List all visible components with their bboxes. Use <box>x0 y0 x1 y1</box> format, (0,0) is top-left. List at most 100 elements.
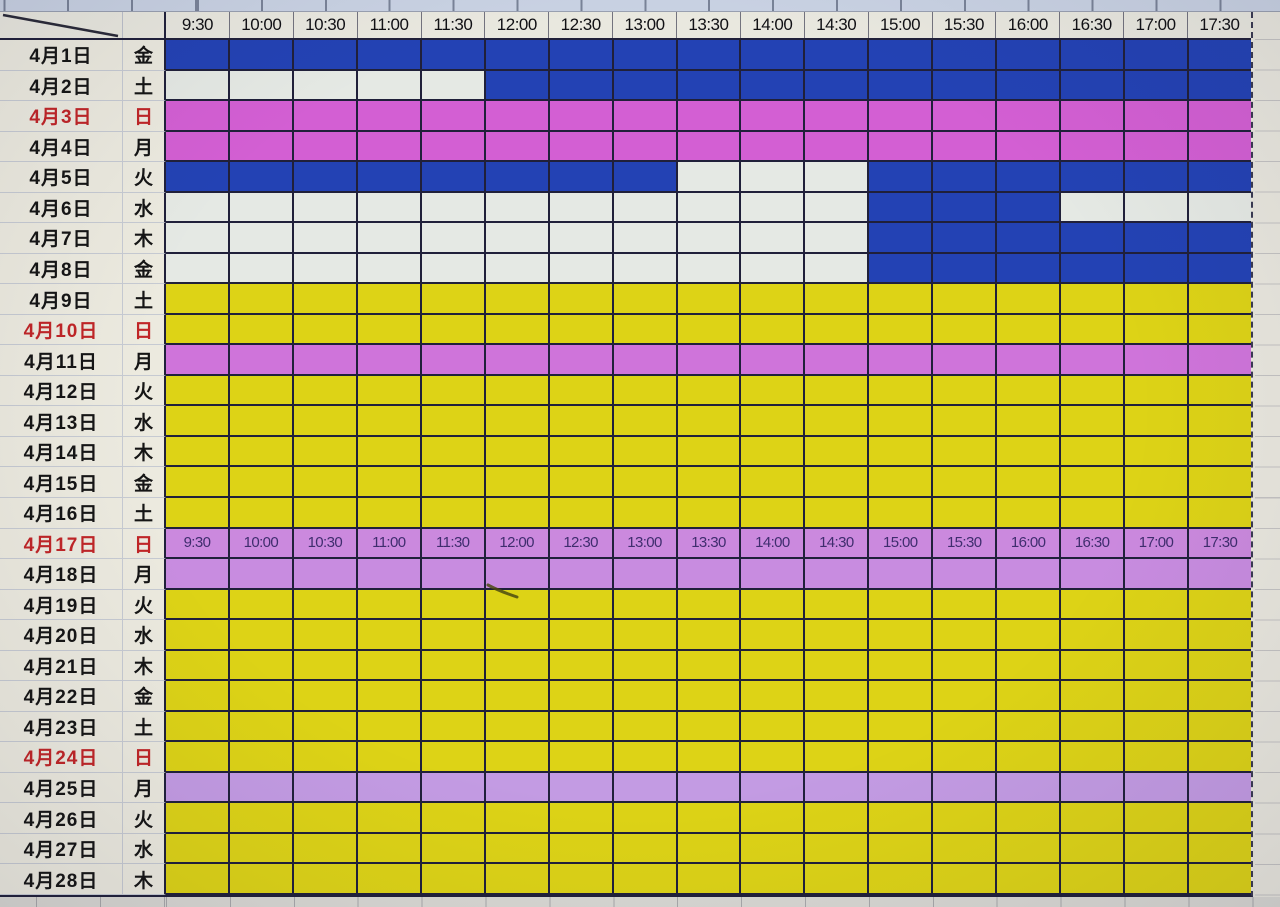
schedule-cell[interactable] <box>997 650 1062 682</box>
schedule-cell[interactable] <box>1125 70 1189 102</box>
schedule-cell[interactable] <box>869 803 934 834</box>
date-cell[interactable]: 4月22日 <box>0 681 123 712</box>
schedule-cell[interactable]: 12:00 <box>485 528 550 560</box>
schedule-cell[interactable] <box>229 772 294 804</box>
schedule-cell[interactable] <box>741 742 806 773</box>
schedule-cell[interactable] <box>1061 559 1126 590</box>
schedule-cell[interactable] <box>805 70 870 102</box>
schedule-cell[interactable] <box>869 253 934 285</box>
corner-weekday-cell[interactable] <box>123 12 166 38</box>
date-cell[interactable]: 4月26日 <box>0 803 123 834</box>
schedule-cell[interactable] <box>485 833 550 865</box>
weekday-cell[interactable]: 月 <box>123 772 166 804</box>
schedule-cell[interactable] <box>677 497 742 529</box>
schedule-cell[interactable] <box>229 589 294 621</box>
schedule-cell[interactable] <box>293 162 358 193</box>
schedule-cell[interactable] <box>933 375 998 407</box>
schedule-cell[interactable] <box>613 559 678 590</box>
schedule-cell[interactable] <box>613 375 678 407</box>
schedule-cell[interactable]: 11:00 <box>357 528 422 560</box>
schedule-cell[interactable] <box>357 253 422 285</box>
schedule-cell[interactable] <box>677 406 742 437</box>
schedule-cell[interactable] <box>613 192 678 224</box>
schedule-cell[interactable] <box>485 131 550 163</box>
schedule-cell[interactable] <box>485 559 550 590</box>
schedule-cell[interactable] <box>421 833 486 865</box>
schedule-cell[interactable] <box>421 101 486 132</box>
date-cell[interactable]: 4月5日 <box>0 162 123 193</box>
schedule-cell[interactable] <box>485 589 550 621</box>
weekday-cell[interactable]: 月 <box>123 559 166 590</box>
date-cell[interactable]: 4月8日 <box>0 253 123 285</box>
schedule-cell[interactable] <box>741 497 806 529</box>
schedule-cell[interactable] <box>1125 131 1189 163</box>
schedule-cell[interactable] <box>1061 131 1126 163</box>
schedule-cell[interactable] <box>1125 284 1189 315</box>
schedule-cell[interactable] <box>933 284 998 315</box>
schedule-cell[interactable] <box>869 681 934 712</box>
schedule-cell[interactable] <box>357 223 422 254</box>
schedule-cell[interactable] <box>166 864 230 895</box>
schedule-cell[interactable] <box>357 742 422 773</box>
schedule-cell[interactable] <box>805 192 870 224</box>
schedule-cell[interactable] <box>549 436 614 468</box>
schedule-cell[interactable] <box>869 101 934 132</box>
schedule-cell[interactable] <box>166 131 230 163</box>
schedule-cell[interactable] <box>229 436 294 468</box>
schedule-cell[interactable] <box>421 497 486 529</box>
schedule-cell[interactable] <box>1061 742 1126 773</box>
schedule-cell[interactable] <box>421 559 486 590</box>
schedule-cell[interactable] <box>229 833 294 865</box>
schedule-cell[interactable] <box>1189 803 1251 834</box>
schedule-cell[interactable] <box>166 406 230 437</box>
schedule-cell[interactable] <box>933 406 998 437</box>
schedule-cell[interactable] <box>357 40 422 71</box>
schedule-cell[interactable] <box>1061 101 1126 132</box>
schedule-cell[interactable] <box>1189 284 1251 315</box>
schedule-cell[interactable] <box>1061 375 1126 407</box>
schedule-cell[interactable] <box>1189 650 1251 682</box>
time-header-cell[interactable]: 14:00 <box>741 12 805 38</box>
schedule-cell[interactable] <box>1189 772 1251 804</box>
schedule-cell[interactable] <box>741 620 806 651</box>
schedule-cell[interactable] <box>357 314 422 346</box>
schedule-cell[interactable] <box>1189 711 1251 743</box>
schedule-cell[interactable] <box>741 650 806 682</box>
schedule-cell[interactable] <box>485 162 550 193</box>
schedule-cell[interactable] <box>293 864 358 895</box>
schedule-cell[interactable] <box>1189 864 1251 895</box>
schedule-cell[interactable] <box>166 559 230 590</box>
schedule-cell[interactable] <box>997 681 1062 712</box>
schedule-cell[interactable] <box>741 101 806 132</box>
date-cell[interactable]: 4月2日 <box>0 70 123 102</box>
date-cell[interactable]: 4月13日 <box>0 406 123 437</box>
schedule-cell[interactable] <box>869 345 934 376</box>
schedule-cell[interactable] <box>166 345 230 376</box>
schedule-cell[interactable] <box>869 497 934 529</box>
schedule-cell[interactable] <box>357 620 422 651</box>
weekday-cell[interactable]: 木 <box>123 436 166 468</box>
schedule-cell[interactable] <box>997 162 1062 193</box>
schedule-cell[interactable] <box>485 40 550 71</box>
schedule-cell[interactable] <box>677 436 742 468</box>
date-cell[interactable]: 4月15日 <box>0 467 123 498</box>
schedule-cell[interactable] <box>613 589 678 621</box>
schedule-cell[interactable] <box>1125 620 1189 651</box>
schedule-cell[interactable] <box>293 131 358 163</box>
schedule-cell[interactable] <box>805 620 870 651</box>
schedule-cell[interactable] <box>677 131 742 163</box>
schedule-cell[interactable] <box>485 772 550 804</box>
schedule-cell[interactable] <box>741 40 806 71</box>
date-cell[interactable]: 4月12日 <box>0 375 123 407</box>
schedule-cell[interactable] <box>485 406 550 437</box>
schedule-cell[interactable] <box>741 284 806 315</box>
date-cell[interactable]: 4月6日 <box>0 192 123 224</box>
weekday-cell[interactable]: 火 <box>123 162 166 193</box>
schedule-cell[interactable] <box>997 559 1062 590</box>
schedule-cell[interactable] <box>677 803 742 834</box>
schedule-cell[interactable] <box>166 284 230 315</box>
schedule-cell[interactable] <box>741 436 806 468</box>
weekday-cell[interactable]: 土 <box>123 70 166 102</box>
schedule-cell[interactable] <box>677 711 742 743</box>
schedule-cell[interactable] <box>1125 436 1189 468</box>
